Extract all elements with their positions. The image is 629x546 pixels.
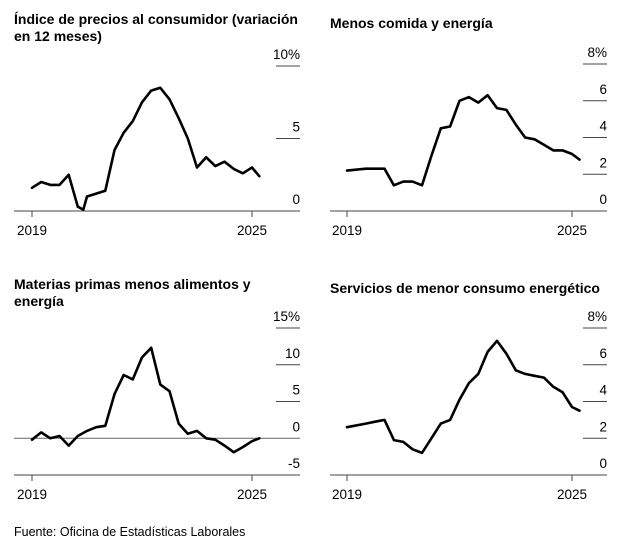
- x-tick-label: 2025: [557, 487, 587, 502]
- data-line: [345, 93, 581, 187]
- y-tick-label: 4: [599, 383, 607, 398]
- y-tick-label: 0: [292, 192, 300, 207]
- y-tick-label: 0: [599, 456, 607, 471]
- data-line: [30, 346, 261, 454]
- y-tick-label: 10: [285, 346, 300, 361]
- x-tick-label: 2025: [237, 487, 267, 502]
- chart-title: Servicios de menor consumo energético: [330, 280, 600, 296]
- y-tick-label: 0: [599, 192, 607, 207]
- chart-title: Menos comida y energía: [330, 15, 493, 31]
- x-tick-label: 2025: [557, 223, 587, 238]
- chart-title: Índice de precios al consumidor (variaci…: [14, 11, 298, 44]
- y-tick-label: 8%: [587, 45, 607, 60]
- y-tick-label: 15%: [273, 309, 300, 324]
- x-tick-label: 2025: [237, 223, 267, 238]
- y-tick-label: 6: [599, 82, 607, 97]
- x-tick-label: 2019: [17, 487, 47, 502]
- y-tick-label: 8%: [587, 309, 607, 324]
- chart-title: Materias primas menos alimentos y energí…: [14, 276, 251, 309]
- source-note: Fuente: Oficina de Estadísticas Laborale…: [14, 525, 246, 539]
- x-tick-label: 2019: [332, 223, 362, 238]
- y-tick-label: 5: [292, 120, 300, 135]
- charts: 0 5 10% 2019 2025 0 2 4 6 8% 2019 2025 -5 0 5 10 15% 2019…: [14, 45, 607, 502]
- x-tick-label: 2019: [332, 487, 362, 502]
- y-tick-label: 2: [599, 419, 607, 434]
- y-tick-label: 5: [292, 383, 300, 398]
- y-tick-label: 2: [599, 155, 607, 170]
- y-tick-label: 4: [599, 119, 607, 134]
- data-line: [345, 339, 581, 455]
- y-tick-label: 0: [292, 419, 300, 434]
- y-tick-label: 6: [599, 346, 607, 361]
- x-tick-label: 2019: [17, 223, 47, 238]
- y-tick-label: -5: [288, 456, 300, 471]
- y-tick-label: 10%: [273, 47, 300, 62]
- data-line: [30, 86, 261, 211]
